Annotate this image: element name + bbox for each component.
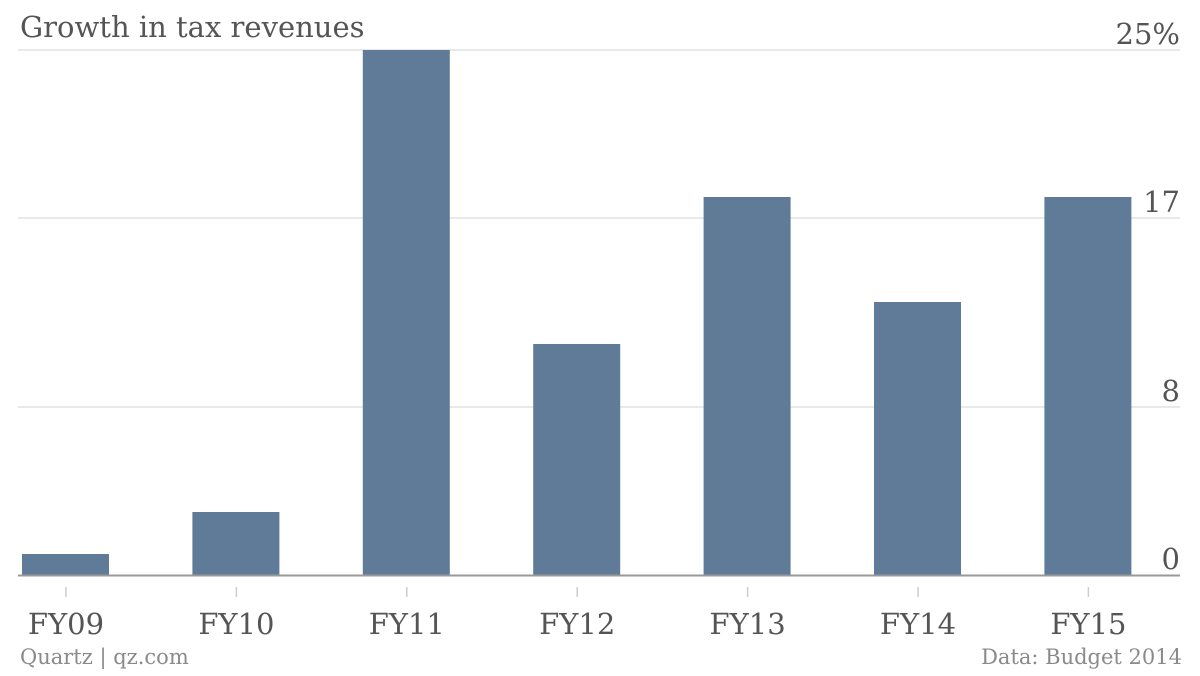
source-credit: Quartz | qz.com: [20, 645, 189, 669]
x-tick-label: FY10: [198, 607, 274, 641]
y-tick-label: 0: [1162, 542, 1180, 576]
chart-title: Growth in tax revenues: [20, 10, 365, 44]
data-source: Data: Budget 2014: [981, 645, 1182, 669]
y-tick-label: 25%: [1116, 17, 1180, 51]
y-tick-label: 17: [1143, 185, 1180, 219]
x-tick-label: FY14: [880, 607, 956, 641]
x-tick-label: FY15: [1050, 607, 1126, 641]
bar-fy11: [362, 50, 450, 575]
bar-fy14: [874, 302, 961, 575]
bar-fy15: [1044, 197, 1132, 575]
bar-fy10: [192, 512, 280, 575]
x-tick-label: FY11: [369, 607, 445, 641]
bar-fy13: [703, 197, 791, 575]
x-tick-label: FY13: [710, 607, 786, 641]
bar-fy12: [533, 344, 621, 575]
x-tick-label: FY12: [539, 607, 615, 641]
bar-fy09: [22, 554, 109, 575]
y-tick-label: 8: [1162, 374, 1180, 408]
x-tick-label: FY09: [28, 607, 104, 641]
